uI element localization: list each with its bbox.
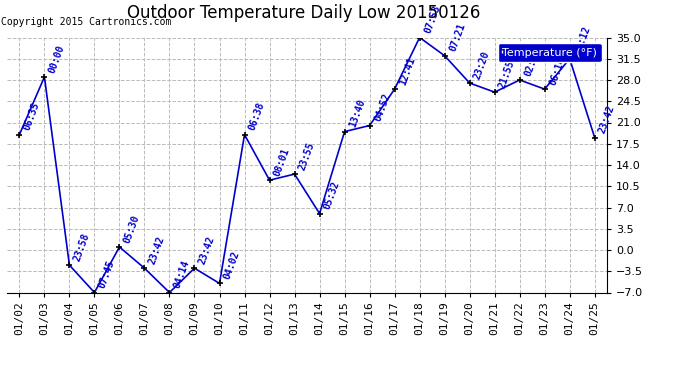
Text: 21:55: 21:55: [497, 58, 517, 89]
Text: 23:55: 23:55: [297, 140, 317, 171]
Text: 07:53: 07:53: [422, 4, 442, 35]
Text: Copyright 2015 Cartronics.com: Copyright 2015 Cartronics.com: [1, 17, 171, 27]
Text: 00:00: 00:00: [47, 43, 67, 74]
Text: 23:58: 23:58: [72, 231, 92, 262]
Text: 04:14: 04:14: [172, 259, 192, 290]
Text: 12:41: 12:41: [397, 55, 417, 86]
Text: 05:32: 05:32: [322, 180, 342, 211]
Text: 23:42: 23:42: [197, 234, 217, 266]
Text: 06:14: 06:14: [547, 55, 567, 86]
Text: 02:29: 02:29: [522, 46, 542, 77]
Text: 00:12: 00:12: [573, 25, 592, 56]
Text: 08:01: 08:01: [273, 146, 292, 177]
Text: 23:42: 23:42: [147, 234, 167, 266]
Text: 23:20: 23:20: [473, 49, 492, 80]
Text: Outdoor Temperature Daily Low 20150126: Outdoor Temperature Daily Low 20150126: [127, 4, 480, 22]
Text: 07:21: 07:21: [447, 22, 467, 53]
Text: 04:02: 04:02: [222, 250, 242, 280]
Text: 23:42: 23:42: [598, 104, 617, 135]
Legend: Temperature (°F): Temperature (°F): [498, 43, 602, 62]
Text: 13:40: 13:40: [347, 98, 367, 129]
Text: 06:38: 06:38: [247, 101, 267, 132]
Text: 06:35: 06:35: [22, 101, 41, 132]
Text: 07:45: 07:45: [97, 259, 117, 290]
Text: 05:30: 05:30: [122, 213, 141, 244]
Text: 04:52: 04:52: [373, 92, 392, 123]
